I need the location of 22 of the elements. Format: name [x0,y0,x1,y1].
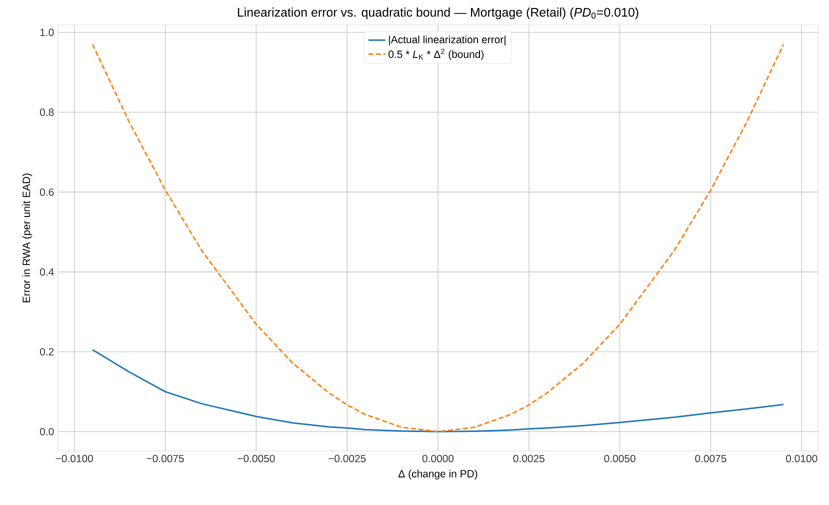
y-axis-title: Error in RWA (per unit EAD) [22,174,32,302]
x-tick-label: −0.0050 [238,454,275,462]
line-series [92,349,784,432]
y-tick-label: 0.6 [40,188,54,196]
x-tick-label: 0.0100 [786,454,818,462]
y-tick-label: 0.8 [40,108,54,116]
x-tick-label: −0.0075 [146,454,184,462]
x-tick-label: 0.0025 [513,454,544,462]
y-tick-label: 0.4 [40,268,54,276]
legend-label: |Actual linearization error| [389,36,506,46]
line-series [92,44,784,432]
y-tick-label: 1.0 [40,28,54,36]
y-tick-label: 0.0 [40,428,54,436]
x-tick-label: 0.0075 [695,454,726,462]
x-axis-title: Δ (change in PD) [398,470,478,480]
x-tick-label: −0.0100 [56,454,93,462]
legend-label: 0.5 *L$_{K}$ * Δ$^{2}$ (bound) [388,48,484,60]
x-tick-label: 0.0000 [422,454,454,462]
x-tick-label: 0.0050 [604,454,636,462]
y-tick-label: 0.2 [40,348,54,356]
chart-title: Linearization error vs. quadratic bound — Mortgage (Retail) (PD$_{0}$=0.010) [238,8,638,20]
x-tick-label: −0.0025 [328,454,366,462]
